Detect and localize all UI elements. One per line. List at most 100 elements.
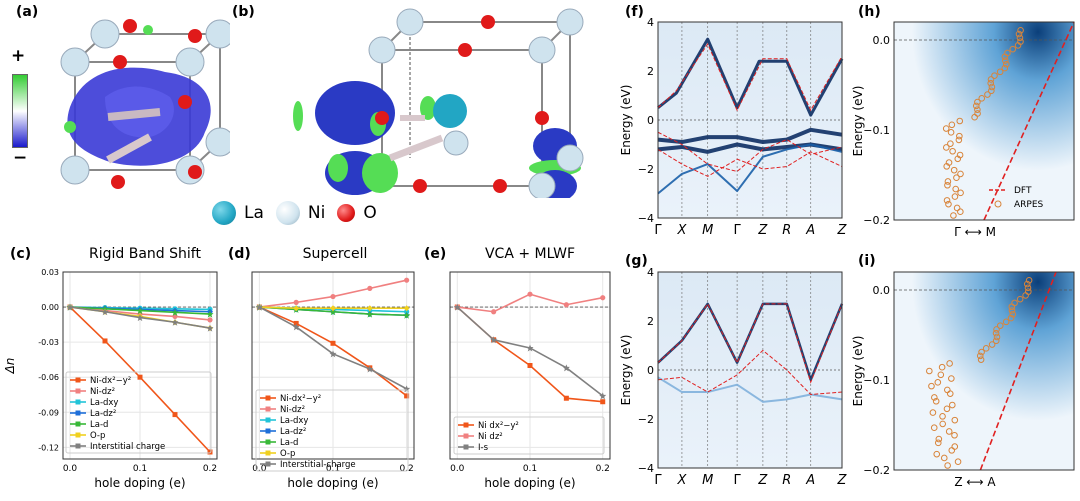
legend-marker: [75, 410, 81, 416]
data-point: [404, 393, 410, 399]
arpes-data-point: [934, 379, 942, 386]
arpes-data-point: [940, 454, 948, 462]
k-point-label: Γ: [654, 473, 662, 488]
legend-marker: [75, 421, 81, 427]
arpes-data-point: [944, 462, 951, 469]
panel-label-f: (f): [625, 4, 644, 20]
x-tick-label: 0.0: [252, 464, 267, 474]
legend-marker: [265, 395, 271, 401]
arpes-data-point: [935, 435, 943, 443]
k-point-label: Z: [757, 223, 768, 238]
y-axis-label: Energy (eV): [619, 85, 633, 156]
y-tick-label: 0.03: [41, 268, 59, 277]
data-point: [527, 363, 533, 368]
data-point: [599, 392, 607, 400]
legend-marker: [463, 444, 469, 450]
x-tick-label: 0.2: [203, 464, 217, 474]
y-axis-label: Δn: [3, 358, 17, 375]
arpes-data-point: [1001, 64, 1009, 72]
data-point: [206, 324, 214, 332]
arpes-data-point: [1009, 45, 1017, 53]
arpes-data-point: [948, 401, 956, 409]
arpes-data-point: [978, 95, 986, 102]
arpes-data-point: [956, 132, 963, 140]
title-supercell: Supercell: [302, 246, 368, 262]
legend-marker: [75, 399, 81, 405]
arpes-data-point: [945, 428, 953, 435]
k-point-label: M: [702, 473, 713, 488]
legend-label: O-p: [280, 449, 295, 459]
arpes-data-point: [977, 356, 985, 363]
arpes-data-point: [931, 394, 938, 401]
dft-dispersion: [983, 21, 1075, 221]
data-point: [366, 305, 373, 312]
arpes-data-point: [956, 151, 964, 159]
arpes-chart-h: 0.0 −0.1 −0.2 Energy (eV) Γ ⟷ M DFT ARPES: [851, 21, 1075, 239]
k-point-label: R: [782, 473, 791, 488]
k-point-label: A: [805, 473, 815, 488]
data-point: [367, 285, 373, 291]
x-axis-label: hole doping (e): [94, 476, 185, 490]
legend-marker: [75, 432, 81, 438]
plot-frame: [657, 271, 843, 469]
dft-band: [657, 302, 843, 384]
legend-label: Ni dx²−y²: [478, 421, 519, 431]
k-point-label: X: [676, 473, 687, 488]
arpes-data-point: [1009, 311, 1017, 318]
dft-band: [657, 349, 843, 396]
data-point: [137, 374, 143, 380]
legend-label: La-d: [90, 420, 108, 430]
title-rigid-band-shift: Rigid Band Shift: [89, 246, 201, 262]
y-tick-label: −0.1: [863, 374, 890, 387]
data-point: [600, 295, 606, 301]
arpes-data-point: [1002, 318, 1010, 326]
arpes-data-point: [1024, 284, 1032, 292]
panel-label-h: (h): [858, 4, 881, 20]
arpes-data-point: [1003, 61, 1010, 68]
dft-band: [657, 131, 843, 172]
data-point: [330, 340, 336, 346]
y-tick-label: -0.12: [38, 443, 59, 452]
arpes-data-point: [943, 197, 951, 204]
arpes-data-point: [953, 204, 961, 212]
k-point-label: Γ: [733, 223, 741, 238]
legend-marker: [75, 443, 81, 449]
arpes-data-point: [930, 424, 938, 431]
y-tick-label: 0: [647, 364, 654, 377]
arpes-data-point: [1008, 307, 1016, 314]
colorbar: [12, 74, 28, 148]
arpes-data-point: [939, 420, 947, 428]
data-point: [102, 338, 108, 344]
arpes-data-point: [984, 91, 991, 98]
legend-swatch: [994, 200, 1002, 208]
y-tick-label: −4: [638, 212, 654, 225]
legend-label: La-dxy: [90, 398, 118, 408]
data-point: [563, 395, 569, 401]
k-point-label: X: [676, 223, 687, 238]
arpes-data-point: [951, 431, 958, 439]
legend-marker: [75, 388, 81, 394]
y-tick-label: −4: [638, 462, 654, 475]
y-tick-label: 0.0: [873, 34, 891, 47]
data-point: [255, 303, 263, 311]
y-tick-label: −2: [638, 413, 654, 426]
arpes-data-point: [988, 83, 996, 91]
data-point: [172, 412, 178, 418]
y-tick-label: −0.2: [863, 464, 890, 477]
arpes-data-point: [951, 193, 959, 200]
colorbar-plus-label: +: [11, 46, 26, 66]
y-tick-label: 4: [647, 16, 654, 29]
spectral-band: [657, 127, 843, 145]
arpes-data-point: [945, 200, 952, 208]
legend-label: I-s: [478, 443, 489, 453]
arpes-data-point: [996, 68, 1004, 76]
arpes-data-point: [949, 147, 956, 155]
data-point: [136, 307, 144, 315]
data-point: [171, 308, 179, 316]
k-point-label: Γ: [654, 223, 662, 238]
legend-label: O-p: [90, 431, 105, 441]
arpes-data-point: [982, 345, 990, 352]
arpes-data-point: [1017, 26, 1024, 34]
